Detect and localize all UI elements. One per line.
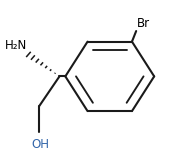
Text: OH: OH bbox=[31, 138, 49, 151]
Text: H₂N: H₂N bbox=[5, 39, 27, 52]
Text: Br: Br bbox=[137, 17, 150, 30]
